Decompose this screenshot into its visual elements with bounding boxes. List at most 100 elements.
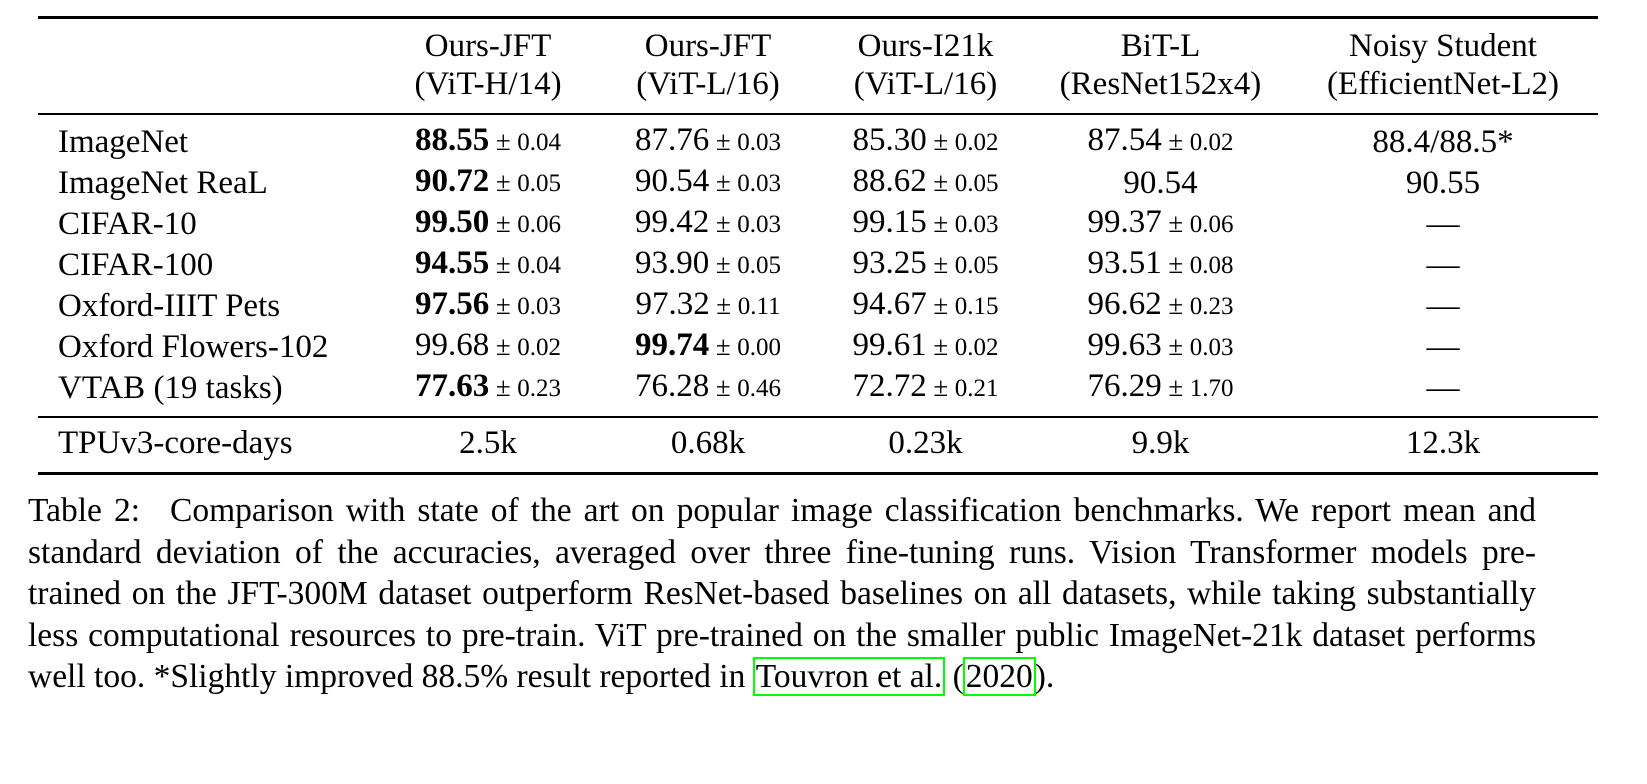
result-cell: 90.54 — [1033, 162, 1288, 203]
accuracy-value: 99.37 — [1087, 204, 1162, 240]
result-cell: 99.61 ± 0.02 — [818, 326, 1033, 367]
result-cell: 99.37 ± 0.06 — [1033, 203, 1288, 244]
header-model: Ours-JFT — [644, 28, 772, 64]
std-deviation-value: 0.03 — [737, 211, 782, 238]
std-deviation-value: 0.11 — [737, 293, 781, 320]
row-label: Oxford-IIIT Pets — [58, 287, 281, 324]
result-cell: 72.72 ± 0.21 — [818, 367, 1033, 417]
result-cell: 88.55 ± 0.04 — [378, 114, 598, 162]
best-accuracy-value: 94.55 — [414, 245, 490, 281]
plus-minus-sign: ± — [495, 208, 511, 238]
compute-cost-body: TPUv3-core-days 2.5k 0.68k 0.23k 9.9k 12… — [38, 417, 1598, 474]
table-row: Oxford Flowers-102 99.68 ± 0.02 99.74 ± 0.… — [38, 326, 1598, 367]
plus-minus-sign: ± — [933, 331, 949, 361]
plus-minus-sign: ± — [715, 249, 731, 279]
result-cell: 93.51 ± 0.08 — [1033, 244, 1288, 285]
std-deviation-value: 1.70 — [1189, 375, 1234, 402]
table-row: VTAB (19 tasks) 77.63 ± 0.23 76.28 ± 0.46 7… — [38, 367, 1598, 417]
row-label: CIFAR-100 — [58, 246, 214, 283]
std-deviation-value: 0.46 — [737, 375, 782, 402]
plus-minus-sign: ± — [715, 372, 731, 402]
plus-minus-sign: ± — [933, 126, 949, 156]
header-backbone: (ViT-H/14) — [414, 66, 562, 102]
accuracy-value: 97.32 — [635, 286, 710, 322]
plus-minus-sign: ± — [1168, 249, 1184, 279]
plus-minus-sign: ± — [1168, 372, 1184, 402]
accuracy-value: 76.28 — [634, 368, 710, 404]
result-cell: 94.67 ± 0.15 — [818, 285, 1033, 326]
header-model: BiT-L — [1120, 28, 1201, 64]
std-deviation-value: 0.05 — [737, 252, 782, 279]
citation-link-author[interactable]: Touvron et al. — [752, 657, 946, 696]
result-cell: — — [1288, 326, 1598, 367]
accuracy-value: 87.76 — [634, 122, 710, 158]
plus-minus-sign: ± — [495, 126, 511, 156]
result-cell: 76.28 ± 0.46 — [598, 367, 818, 417]
accuracy-value: 90.55 — [1405, 164, 1481, 201]
result-cell: 94.55 ± 0.04 — [378, 244, 598, 285]
result-cell: 99.15 ± 0.03 — [818, 203, 1033, 244]
accuracy-value: — — [1426, 369, 1460, 406]
accuracy-value: — — [1426, 287, 1460, 324]
accuracy-value: 87.54 — [1087, 122, 1162, 158]
accuracy-value: 85.30 — [852, 122, 927, 158]
result-cell: 85.30 ± 0.02 — [818, 114, 1033, 162]
accuracy-value: 99.42 — [634, 204, 710, 240]
header-model: Noisy Student — [1349, 28, 1537, 64]
result-cell: 93.25 ± 0.05 — [818, 244, 1033, 285]
accuracy-value: — — [1426, 205, 1460, 242]
result-cell: 99.50 ± 0.06 — [378, 203, 598, 244]
result-cell: — — [1288, 203, 1598, 244]
header-cell-noisy-student: Noisy Student (EfficientNet-L2) — [1288, 18, 1598, 115]
accuracy-value: 93.51 — [1087, 245, 1162, 281]
citation-link-year[interactable]: 2020 — [962, 657, 1036, 696]
header-cell-ours-jft-vit-l16: Ours-JFT (ViT-L/16) — [598, 18, 818, 115]
plus-minus-sign: ± — [495, 167, 511, 197]
row-label: Oxford Flowers-102 — [58, 328, 329, 365]
plus-minus-sign: ± — [495, 372, 511, 402]
row-label: TPUv3-core-days — [58, 425, 293, 461]
plus-minus-sign: ± — [933, 249, 949, 279]
accuracy-value: 90.54 — [634, 163, 710, 199]
header-cell-bit-l: BiT-L (ResNet152x4) — [1033, 18, 1288, 115]
accuracy-value: — — [1426, 246, 1460, 283]
result-cell: 93.90 ± 0.05 — [598, 244, 818, 285]
result-cell: 99.68 ± 0.02 — [378, 326, 598, 367]
table-row: ImageNet ReaL 90.72 ± 0.05 90.54 ± 0.03 88.… — [38, 162, 1598, 203]
best-accuracy-value: 99.50 — [414, 204, 490, 240]
header-backbone: (ResNet152x4) — [1059, 66, 1262, 102]
result-cell: 76.29 ± 1.70 — [1033, 367, 1288, 417]
std-deviation-value: 0.03 — [954, 211, 999, 238]
std-deviation-value: 0.03 — [737, 129, 782, 156]
cost-cell: 0.68k — [670, 425, 746, 461]
result-cell: 99.74 ± 0.00 — [598, 326, 818, 367]
results-body: ImageNet 88.55 ± 0.04 87.76 ± 0.03 85.30 ± … — [38, 114, 1598, 417]
table-row: CIFAR-10 99.50 ± 0.06 99.42 ± 0.03 99.15 ± … — [38, 203, 1598, 244]
cost-cell: 12.3k — [1405, 425, 1481, 461]
plus-minus-sign: ± — [933, 372, 949, 402]
std-deviation-value: 0.03 — [1189, 334, 1234, 361]
header-cell-ours-jft-vit-h14: Ours-JFT (ViT-H/14) — [378, 18, 598, 115]
table-caption: Table 2: Comparison with state of the art… — [28, 490, 1536, 698]
result-cell: — — [1288, 244, 1598, 285]
std-deviation-value: 0.05 — [954, 252, 999, 279]
header-backbone: (ViT-L/16) — [853, 66, 998, 102]
std-deviation-value: 0.03 — [517, 293, 562, 320]
best-accuracy-value: 97.56 — [414, 286, 490, 322]
result-cell: 99.42 ± 0.03 — [598, 203, 818, 244]
caption-text: Comparison with state of the art on popu… — [28, 492, 1536, 695]
std-deviation-value: 0.08 — [1189, 252, 1234, 279]
accuracy-value: 99.68 — [414, 327, 490, 363]
accuracy-value: 96.62 — [1087, 286, 1162, 322]
accuracy-value: 90.54 — [1123, 164, 1198, 201]
header-cell-empty — [38, 18, 378, 115]
result-cell: 90.54 ± 0.03 — [598, 162, 818, 203]
plus-minus-sign: ± — [715, 126, 731, 156]
header-model: Ours-I21k — [857, 28, 994, 64]
best-accuracy-value: 77.63 — [414, 368, 490, 404]
result-cell: 87.76 ± 0.03 — [598, 114, 818, 162]
result-cell: 90.55 — [1288, 162, 1598, 203]
std-deviation-value: 0.03 — [737, 170, 782, 197]
plus-minus-sign: ± — [933, 208, 949, 238]
plus-minus-sign: ± — [716, 290, 732, 320]
